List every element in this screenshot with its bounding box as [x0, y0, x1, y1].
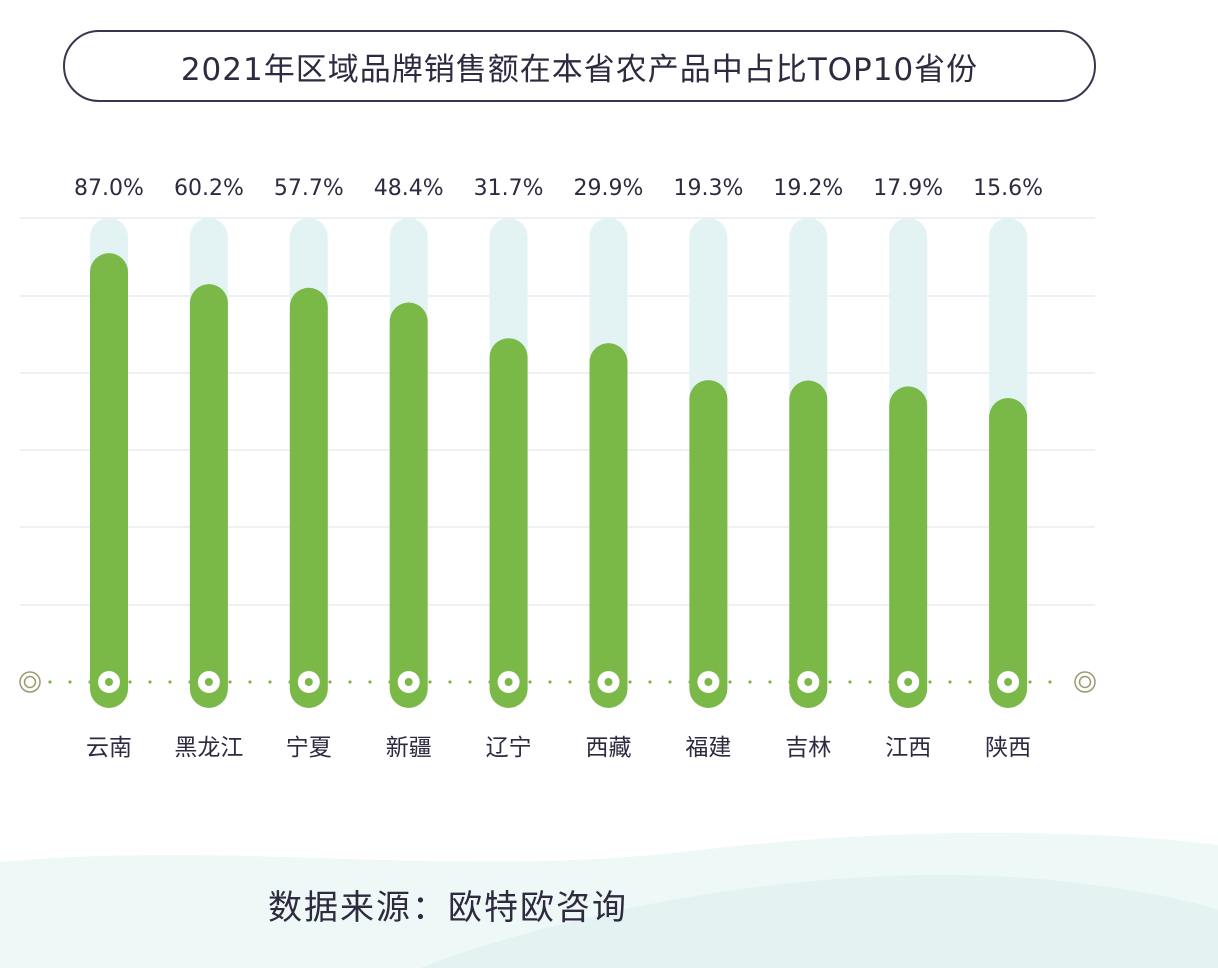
axis-dot [688, 680, 692, 684]
axis-dot [168, 680, 172, 684]
category-label: 福建 [685, 735, 731, 761]
category-label: 吉林 [785, 735, 831, 761]
bar-吉林 [789, 380, 828, 708]
value-label: 17.9% [873, 176, 943, 201]
axis-end-marker [19, 671, 41, 693]
value-label: 57.7% [274, 176, 344, 201]
axis-dot [968, 680, 972, 684]
axis-dot [148, 680, 152, 684]
axis-dot [248, 680, 252, 684]
axis-dot [888, 680, 892, 684]
axis-end-marker-inner [1078, 675, 1092, 689]
value-label: 15.6% [973, 176, 1043, 201]
bar-云南 [90, 253, 128, 708]
value-label: 87.0% [74, 176, 144, 201]
axis-dot [828, 680, 832, 684]
bar-陕西 [989, 398, 1028, 708]
bar-江西 [889, 386, 928, 708]
axis-dot [788, 680, 792, 684]
value-label: 60.2% [174, 176, 244, 201]
axis-dot [768, 680, 772, 684]
category-label: 新疆 [386, 735, 432, 761]
bar-辽宁 [489, 338, 528, 708]
axis-dot [488, 680, 492, 684]
bar-宁夏 [289, 287, 328, 708]
bar-新疆 [389, 302, 428, 708]
axis-marker-dot [804, 678, 813, 686]
axis-marker-dot [404, 678, 413, 686]
axis-dot [648, 680, 652, 684]
axis-marker-dot [304, 678, 313, 686]
value-label: 29.9% [574, 176, 644, 201]
axis-marker-dot [904, 678, 913, 686]
category-label: 陕西 [985, 735, 1031, 761]
axis-dot [848, 680, 852, 684]
category-label: 宁夏 [286, 735, 332, 761]
axis-dot [228, 680, 232, 684]
chart-title-box: 2021年区域品牌销售额在本省农产品中占比TOP10省份 [63, 30, 1096, 102]
category-label: 黑龙江 [174, 735, 243, 761]
axis-dot [868, 680, 872, 684]
chart-title: 2021年区域品牌销售额在本省农产品中占比TOP10省份 [180, 51, 979, 88]
axis-dot [468, 680, 472, 684]
axis-dot [588, 680, 592, 684]
category-label: 江西 [885, 735, 931, 761]
axis-marker-dot [704, 678, 713, 686]
axis-dot [128, 680, 132, 684]
axis-dot [628, 680, 632, 684]
category-label: 辽宁 [486, 735, 532, 761]
axis-dot [88, 680, 92, 684]
axis-dot [528, 680, 532, 684]
value-label: 31.7% [474, 176, 544, 201]
axis-marker-dot [105, 678, 113, 686]
axis-dot [188, 680, 192, 684]
axis-dot [348, 680, 352, 684]
axis-marker-dot [604, 678, 613, 686]
axis-dot [68, 680, 72, 684]
axis-dot [388, 680, 392, 684]
axis-dot [368, 680, 372, 684]
axis-dot [288, 680, 292, 684]
axis-dot [928, 680, 932, 684]
axis-dot [268, 680, 272, 684]
axis-dot [988, 680, 992, 684]
axis-dot [668, 680, 672, 684]
axis-dot [728, 680, 732, 684]
bar-黑龙江 [189, 284, 228, 708]
axis-marker-dot [504, 678, 513, 686]
axis-dot [48, 680, 52, 684]
category-label: 云南 [86, 735, 132, 761]
bar-西藏 [589, 343, 628, 708]
bar-福建 [689, 380, 728, 708]
value-label: 19.3% [673, 176, 743, 201]
value-label: 48.4% [374, 176, 444, 201]
axis-marker-dot [1004, 678, 1013, 686]
data-source: 数据来源：欧特欧咨询 [268, 888, 628, 928]
axis-dot [448, 680, 452, 684]
value-label: 19.2% [773, 176, 843, 201]
axis-dot [548, 680, 552, 684]
background-wave [420, 874, 1218, 968]
axis-end-marker-inner [23, 675, 37, 689]
axis-marker-dot [204, 678, 213, 686]
axis-dot [948, 680, 952, 684]
axis-dot [748, 680, 752, 684]
axis-dot [328, 680, 332, 684]
axis-dot [1048, 680, 1052, 684]
category-label: 西藏 [586, 735, 632, 761]
axis-dot [1028, 680, 1032, 684]
axis-dot [568, 680, 572, 684]
axis-dot [428, 680, 432, 684]
axis-end-marker [1074, 671, 1096, 693]
